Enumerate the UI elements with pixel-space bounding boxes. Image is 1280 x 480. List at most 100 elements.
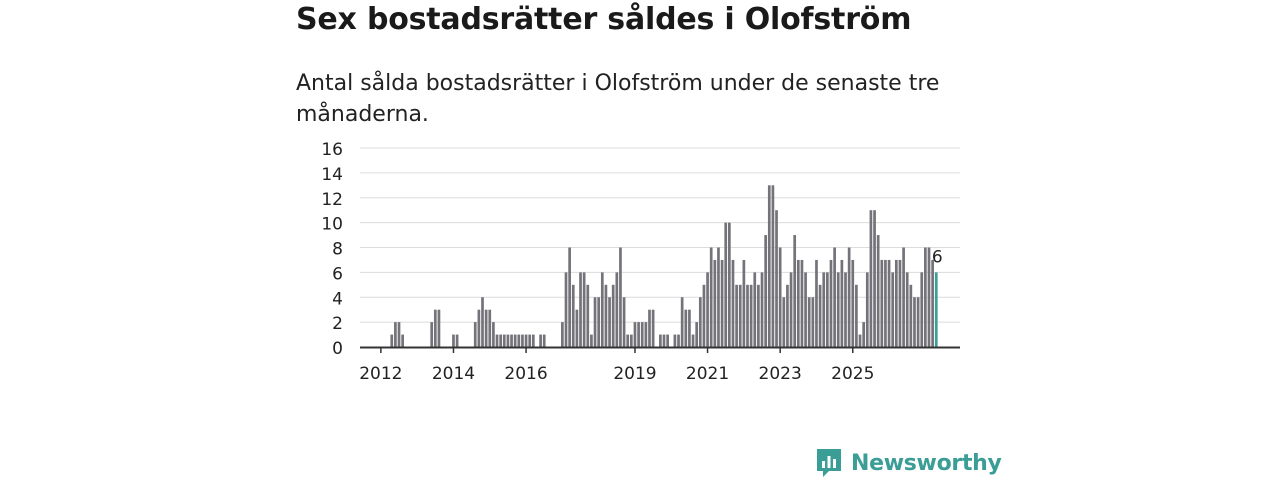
y-tick-label: 6 <box>332 264 343 284</box>
bar <box>902 247 905 347</box>
y-tick-label: 14 <box>321 165 343 185</box>
bar <box>876 235 880 347</box>
bar <box>394 322 397 348</box>
y-tick-label: 16 <box>321 140 343 160</box>
bar <box>691 334 695 347</box>
bar <box>510 334 513 347</box>
bar <box>684 309 688 347</box>
bar <box>484 309 488 347</box>
bar <box>706 272 709 348</box>
x-axis-ticks: 2012 2014 2016 2019 2021 2023 2025 <box>359 347 874 384</box>
bar <box>640 322 644 348</box>
bar <box>666 334 669 347</box>
bar <box>495 334 499 347</box>
bar <box>855 284 858 347</box>
bar <box>488 309 492 347</box>
bar <box>401 334 404 347</box>
bar <box>521 334 524 347</box>
bar <box>818 284 822 347</box>
bar <box>659 334 662 347</box>
bar <box>626 334 630 347</box>
bar <box>662 334 666 347</box>
bar <box>793 235 797 347</box>
bar <box>924 247 927 347</box>
highlight-bar <box>934 272 938 348</box>
bar <box>637 322 640 348</box>
bar <box>608 297 611 347</box>
bar <box>742 259 746 347</box>
bar <box>796 259 800 347</box>
bar <box>898 259 902 347</box>
bar <box>778 247 782 347</box>
bar <box>564 272 568 348</box>
bar <box>593 297 597 347</box>
bar <box>735 284 738 347</box>
bar <box>452 334 455 347</box>
bar <box>568 247 571 347</box>
bar <box>455 334 459 347</box>
bar <box>430 322 434 348</box>
bar <box>702 284 706 347</box>
bar <box>390 334 394 347</box>
bar <box>499 334 503 347</box>
bar <box>869 210 873 347</box>
bar <box>622 297 626 347</box>
bar <box>709 247 713 347</box>
bar <box>862 322 866 348</box>
bar <box>738 284 742 347</box>
bar <box>695 322 699 348</box>
bar <box>844 272 847 348</box>
bar <box>851 259 855 347</box>
bar <box>884 259 887 347</box>
bar <box>724 222 728 348</box>
bar <box>836 272 840 348</box>
chart-subtitle: Antal sålda bostadsrätter i Olofström un… <box>296 71 940 127</box>
bar <box>782 297 786 347</box>
x-tick-label: 2012 <box>359 364 402 384</box>
bar <box>764 235 767 347</box>
logo-text: Newsworthy <box>851 450 1002 476</box>
bar <box>847 247 851 347</box>
bar <box>579 272 582 348</box>
bar <box>582 272 586 348</box>
y-tick-label: 12 <box>321 190 343 210</box>
bar <box>688 309 691 347</box>
bar <box>600 272 604 348</box>
bar <box>713 259 717 347</box>
bar <box>891 272 895 348</box>
bar <box>873 210 876 347</box>
bar <box>826 272 829 348</box>
bar <box>619 247 622 347</box>
bar <box>786 284 789 347</box>
x-tick-label: 2023 <box>759 364 802 384</box>
bar <box>865 272 869 348</box>
bar <box>677 334 680 347</box>
bar-chart-icon <box>817 449 841 477</box>
bar <box>492 322 495 348</box>
bar <box>680 297 684 347</box>
newsworthy-logo: Newsworthy <box>815 447 1002 479</box>
x-tick-label: 2019 <box>613 364 656 384</box>
bars <box>390 185 938 348</box>
bar <box>561 322 564 348</box>
bar <box>858 334 862 347</box>
bar <box>927 247 931 347</box>
bar <box>571 284 575 347</box>
x-tick-label: 2021 <box>686 364 729 384</box>
bar <box>477 309 481 347</box>
bar <box>913 297 916 347</box>
y-tick-label: 0 <box>332 339 343 359</box>
bar <box>720 259 724 347</box>
bar <box>760 272 764 348</box>
bar <box>887 259 891 347</box>
bar <box>800 259 804 347</box>
bar <box>590 334 593 347</box>
bar <box>920 272 924 348</box>
y-tick-label: 8 <box>332 240 343 260</box>
bar <box>804 272 807 348</box>
bar <box>673 334 677 347</box>
bar <box>771 185 775 347</box>
bar <box>909 284 913 347</box>
bar <box>611 284 615 347</box>
